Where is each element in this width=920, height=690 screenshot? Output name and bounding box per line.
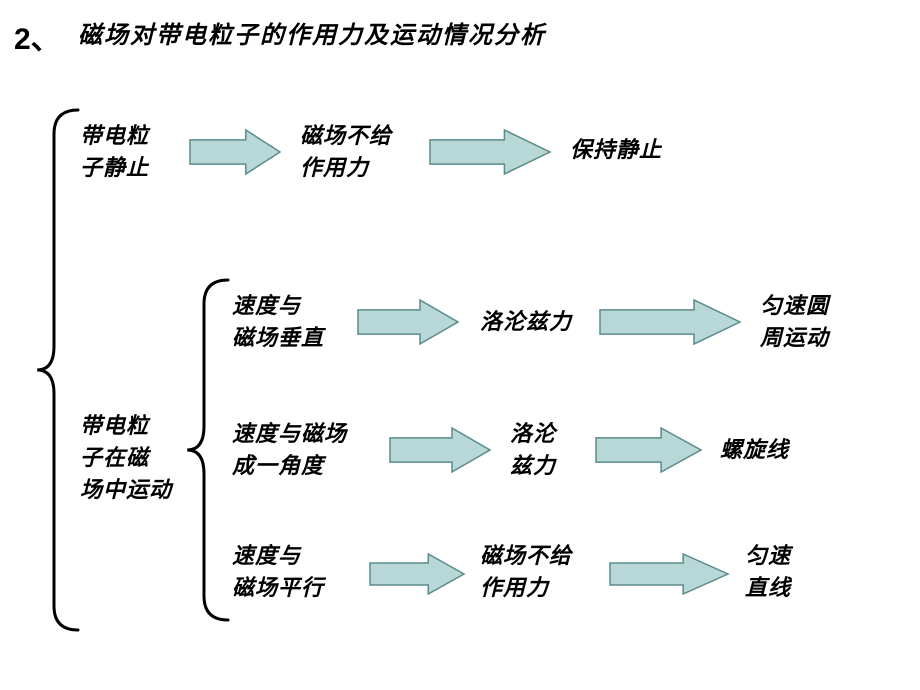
node-no-force-2: 磁场不给 作用力 — [480, 540, 572, 604]
brace-icon — [37, 110, 78, 630]
arrow-icon — [596, 428, 701, 472]
node-helix: 螺旋线 — [720, 434, 789, 466]
node-moving-particle: 带电粒 子在磁 场中运动 — [80, 410, 172, 506]
arrow-icon — [390, 428, 490, 472]
arrow-icon — [610, 554, 728, 594]
node-no-force-1: 磁场不给 作用力 — [300, 120, 392, 184]
brace-icon — [187, 280, 228, 620]
node-uniform-linear: 匀速 直线 — [745, 540, 791, 604]
node-v-angle-b: 速度与磁场 成一角度 — [232, 418, 347, 482]
node-static-particle: 带电粒 子静止 — [80, 120, 149, 184]
node-v-parallel-b: 速度与 磁场平行 — [232, 540, 324, 604]
arrow-icon — [190, 130, 280, 174]
node-lorentz-1: 洛沦兹力 — [480, 306, 572, 338]
arrow-icon — [600, 300, 740, 344]
node-stay-static: 保持静止 — [570, 134, 662, 166]
arrow-icon — [370, 554, 464, 594]
node-v-perp-b: 速度与 磁场垂直 — [232, 290, 324, 354]
node-lorentz-2: 洛沦 兹力 — [510, 418, 556, 482]
arrow-icon — [430, 130, 550, 174]
node-uniform-circular: 匀速圆 周运动 — [760, 290, 829, 354]
arrow-icon — [358, 300, 458, 344]
